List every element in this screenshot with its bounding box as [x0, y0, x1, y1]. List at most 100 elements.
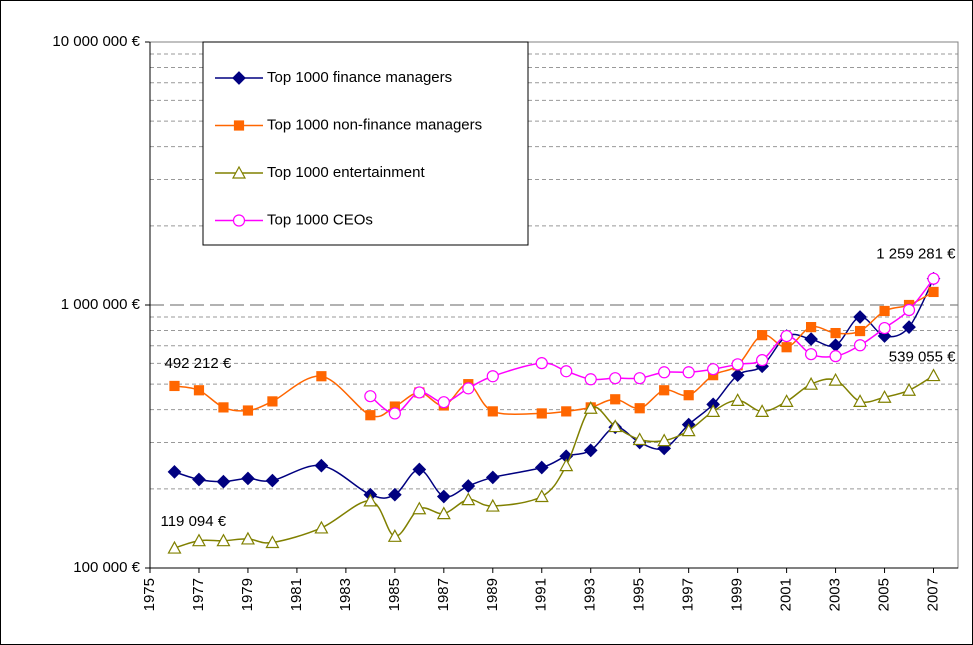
marker [191, 533, 206, 547]
x-tick-label: 1987 [435, 578, 452, 611]
marker [633, 372, 646, 385]
legend-label: Top 1000 CEOs [267, 211, 373, 228]
y-tick-label: 10 000 000 € [52, 33, 140, 50]
x-tick-label: 2001 [778, 578, 795, 611]
marker [437, 396, 450, 409]
legend-label: Top 1000 entertainment [267, 164, 425, 181]
marker [804, 376, 819, 390]
x-tick-label: 1977 [190, 578, 207, 611]
marker [780, 329, 793, 343]
x-tick-label: 2003 [827, 578, 844, 611]
marker [267, 396, 278, 407]
marker [216, 533, 231, 547]
marker [365, 410, 376, 421]
marker [559, 458, 574, 472]
marker [781, 342, 792, 353]
x-tick-label: 1995 [631, 578, 648, 611]
marker [412, 462, 427, 477]
marker [387, 487, 402, 502]
marker [609, 372, 622, 385]
data-label: 492 212 € [164, 355, 231, 372]
marker [610, 394, 621, 405]
marker [730, 368, 745, 383]
marker [534, 460, 549, 475]
marker [608, 419, 623, 433]
y-tick-label: 1 000 000 € [61, 296, 141, 313]
marker [755, 404, 770, 417]
data-label: 539 055 € [889, 349, 956, 366]
marker [658, 366, 671, 379]
marker [854, 325, 866, 337]
marker [757, 330, 768, 341]
marker [436, 506, 451, 520]
x-tick-label: 1989 [484, 578, 501, 611]
x-tick-label: 1997 [680, 578, 697, 611]
marker [707, 363, 720, 376]
x-tick-label: 1981 [288, 578, 305, 611]
marker [657, 433, 672, 447]
marker [804, 332, 818, 346]
marker [218, 402, 229, 413]
x-tick-label: 1985 [386, 578, 403, 611]
marker [485, 498, 500, 512]
y-tick-label: 100 000 € [73, 559, 140, 576]
x-tick-label: 1983 [337, 578, 354, 611]
marker [659, 385, 670, 396]
marker [927, 272, 940, 285]
marker [240, 531, 255, 545]
marker [193, 385, 205, 396]
x-tick-label: 1991 [533, 578, 550, 611]
marker [265, 535, 280, 549]
marker [583, 443, 598, 458]
marker [265, 473, 280, 488]
marker [584, 373, 597, 386]
marker [830, 327, 841, 339]
legend-marker [232, 214, 246, 227]
legend-label: Top 1000 non-finance managers [267, 116, 482, 133]
marker [853, 394, 868, 407]
marker [387, 529, 402, 542]
x-tick-label: 1993 [582, 578, 599, 611]
marker [487, 406, 498, 417]
marker [879, 305, 890, 317]
marker [388, 407, 401, 420]
x-tick-label: 1975 [141, 578, 158, 611]
marker [364, 390, 377, 403]
legend-marker [233, 120, 245, 131]
marker [412, 501, 427, 515]
marker [632, 432, 647, 446]
marker [731, 358, 744, 371]
marker [534, 489, 549, 503]
marker [878, 321, 891, 335]
x-tick-label: 1999 [729, 578, 746, 611]
marker [241, 471, 255, 486]
marker [242, 405, 254, 416]
marker [634, 403, 645, 414]
marker [536, 408, 547, 419]
marker [413, 386, 426, 399]
data-label: 119 094 € [160, 513, 226, 530]
marker [756, 354, 769, 367]
marker [461, 492, 476, 506]
marker [779, 394, 794, 407]
marker [485, 470, 500, 485]
marker [683, 390, 694, 401]
marker [535, 357, 548, 370]
marker [877, 389, 892, 403]
data-label: 1 259 281 € [876, 246, 956, 263]
marker [829, 350, 842, 363]
marker [805, 322, 817, 333]
marker [828, 372, 843, 386]
marker [192, 472, 206, 487]
legend-label: Top 1000 finance managers [267, 69, 452, 86]
legend-box [202, 41, 529, 246]
marker [436, 489, 451, 504]
marker [316, 371, 327, 382]
marker [583, 400, 598, 414]
marker [314, 520, 329, 534]
marker [216, 474, 231, 489]
x-tick-label: 2007 [924, 578, 941, 611]
legend-marker [232, 71, 246, 85]
marker [169, 380, 180, 392]
